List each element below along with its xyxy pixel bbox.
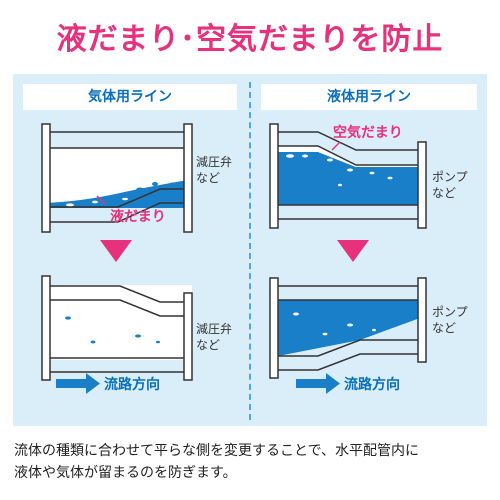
air-pocket [278,146,420,167]
air-pointer [331,141,341,151]
liquid-line-header: 液体用ライン [261,84,477,110]
pipe-outline [41,123,193,233]
caption-line-1: 流体の種類に合わせて平らな側を変更することで、水平配管内に [14,443,420,459]
down-arrow-right [337,240,369,262]
air-pocket-label: 空気だまり [333,124,403,141]
liquid-bubbles [66,197,128,207]
device-label-line2: など [432,321,456,335]
caption: 流体の種類に合わせて平らな側を変更することで、水平配管内に 液体や気体が留まるの… [14,440,488,484]
liquid-pool [42,180,188,208]
device-label-line2: など [432,186,456,200]
device-label-line1: 減圧弁 [196,154,232,169]
liquid-line-after [269,277,427,379]
liquid-pointer [96,195,106,205]
pipe-liquid [278,152,418,205]
gas-line-before [41,123,193,233]
down-arrow-left [100,240,132,262]
flow-direction-label: 流路方向 [344,376,400,393]
gas-line-header: 気体用ライン [23,84,237,110]
flow-direction-label: 流路方向 [104,376,160,393]
device-label-line1: ポンプ [432,170,468,184]
panel-divider [249,82,251,420]
air-bubbles [286,154,393,187]
caption-line-2: 液体や気体が留まるのを防ぎます。 [14,465,237,481]
device-label-line2: など [196,171,220,185]
device-label-line1: ポンプ [432,305,468,319]
device-label-line1: 減圧弁 [196,321,232,336]
flow-arrow-left [56,373,100,394]
air-bubbles [293,312,376,336]
liquid-drops [65,316,160,344]
flow-arrow-right [296,373,340,394]
liquid-drops [136,182,175,198]
liquid-line-before [269,123,427,229]
pipe-outline [269,277,427,379]
pipe-outline [269,123,427,229]
pipe-interior [42,285,192,360]
device-label-line2: など [196,338,220,352]
pipe-liquid [278,300,420,356]
pipe-outline [41,275,193,381]
page-title: 液だまり･空気だまりを防止 [56,22,444,57]
liquid-pool-label: 液だまり [110,208,166,225]
gas-line-after [41,275,193,381]
